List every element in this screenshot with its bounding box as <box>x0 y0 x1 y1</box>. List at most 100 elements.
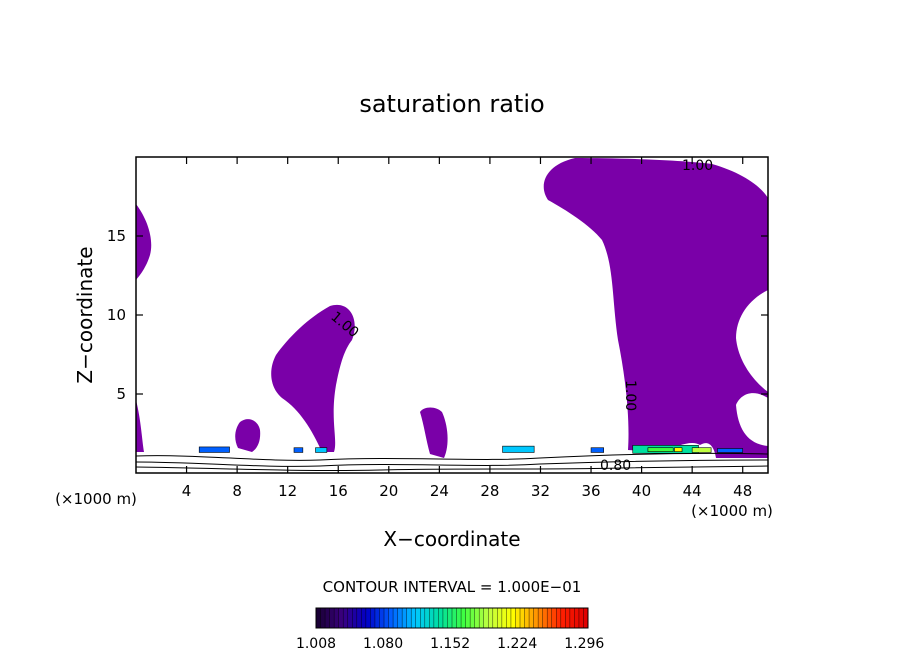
colorbar-cell <box>506 608 512 628</box>
colorbar-cell <box>560 608 566 628</box>
colorbar-cell <box>474 608 480 628</box>
x-tick-label: 40 <box>632 482 651 500</box>
band-segment <box>590 447 604 453</box>
colorbar-cell <box>411 608 417 628</box>
contour-label: 1.00 <box>682 158 713 174</box>
colorbar-cell <box>520 608 526 628</box>
colorbar-cell <box>374 608 380 628</box>
band-segment <box>717 448 744 453</box>
y-tick-label: 10 <box>107 306 126 324</box>
band-segment <box>293 447 304 453</box>
colorbar-cell <box>452 608 458 628</box>
colorbar-cell <box>442 608 448 628</box>
colorbar-cell <box>497 608 503 628</box>
colorbar-cell <box>384 608 390 628</box>
region-cloud-x14 <box>271 304 355 452</box>
colorbar-cell <box>438 608 444 628</box>
colorbar-cell <box>433 608 439 628</box>
ground-contours <box>135 452 769 472</box>
region-left-edge-upper <box>136 204 152 280</box>
contour-line <box>135 452 769 461</box>
colorbar-cell <box>365 608 371 628</box>
x-tick-label: 8 <box>232 482 242 500</box>
colorbar-cell <box>465 608 471 628</box>
colorbar-cell <box>461 608 467 628</box>
colorbar <box>315 607 589 629</box>
x-tick-label: 44 <box>683 482 702 500</box>
colorbar-cell <box>488 608 494 628</box>
colorbar-cell <box>388 608 394 628</box>
colorbar-cell <box>501 608 507 628</box>
colorbar-cell <box>483 608 489 628</box>
colorbar-cell <box>316 608 322 628</box>
band-segment <box>315 447 328 453</box>
x-tick-label: 32 <box>531 482 550 500</box>
colorbar-cell <box>447 608 453 628</box>
colorbar-cell <box>510 608 516 628</box>
colorbar-cell <box>393 608 399 628</box>
x-unit-left: (×1000 m) <box>55 490 137 508</box>
colorbar-cell <box>456 608 462 628</box>
x-axis: 4 8 12 16 20 24 28 32 36 40 44 48 <box>182 157 752 500</box>
colorbar-ticks: 1.008 1.080 1.152 1.224 1.296 <box>296 636 604 652</box>
colorbar-frame <box>315 607 589 629</box>
band-segment <box>674 447 683 452</box>
colorbar-cell <box>329 608 335 628</box>
colorbar-cell <box>470 608 476 628</box>
colorbar-cell <box>397 608 403 628</box>
colorbar-cell <box>370 608 376 628</box>
colorbar-tick-label: 1.008 <box>296 636 336 652</box>
band-segment <box>647 447 674 452</box>
colorbar-cell <box>492 608 498 628</box>
colorbar-cell <box>524 608 530 628</box>
band-segment <box>691 447 712 453</box>
colorbar-cell <box>356 608 362 628</box>
region-large-cloud <box>543 158 768 458</box>
colorbar-cell <box>325 608 331 628</box>
colorbar-cell <box>556 608 562 628</box>
y-axis: 5 10 15 <box>107 227 768 403</box>
region-cloud-x23 <box>420 407 448 458</box>
colorbar-cell <box>347 608 353 628</box>
high-saturation-band <box>198 445 744 454</box>
contour-interval-text: CONTOUR INTERVAL = 1.000E−01 <box>323 578 582 596</box>
colorbar-cell <box>565 608 571 628</box>
x-tick-label: 24 <box>430 482 449 500</box>
colorbar-cell <box>542 608 548 628</box>
colorbar-cell <box>379 608 385 628</box>
x-tick-label: 28 <box>480 482 499 500</box>
colorbar-tick-label: 1.296 <box>564 636 604 652</box>
colorbar-cell <box>574 608 580 628</box>
region-right-bulge <box>736 290 768 392</box>
colorbar-cell <box>583 608 589 628</box>
contour-line <box>135 459 769 467</box>
colorbar-cell <box>429 608 435 628</box>
colorbar-cell <box>479 608 485 628</box>
colorbar-cell <box>538 608 544 628</box>
x-unit-right: (×1000 m) <box>691 502 773 520</box>
region-left-edge-lower <box>136 400 144 452</box>
band-segment <box>198 446 230 453</box>
region-cloud-x8 <box>235 419 261 452</box>
colorbar-cell <box>343 608 349 628</box>
colorbar-cell <box>320 608 326 628</box>
band-segment <box>502 445 535 453</box>
contour-line <box>135 465 769 472</box>
colorbar-cell <box>578 608 584 628</box>
colorbar-cell <box>361 608 367 628</box>
colorbar-cell <box>424 608 430 628</box>
y-tick-label: 5 <box>116 385 126 403</box>
colorbar-cell <box>569 608 575 628</box>
colorbar-cell <box>515 608 521 628</box>
colorbar-cell <box>551 608 557 628</box>
colorbar-cell <box>529 608 535 628</box>
colorbar-tick-label: 1.080 <box>363 636 403 652</box>
contour-label: 1.00 <box>622 380 638 411</box>
y-axis-label: Z−coordinate <box>73 246 97 383</box>
x-tick-label: 48 <box>733 482 752 500</box>
colorbar-cell <box>406 608 412 628</box>
colorbar-tick-label: 1.224 <box>497 636 537 652</box>
chart-title: saturation ratio <box>359 90 544 118</box>
x-tick-label: 36 <box>581 482 600 500</box>
